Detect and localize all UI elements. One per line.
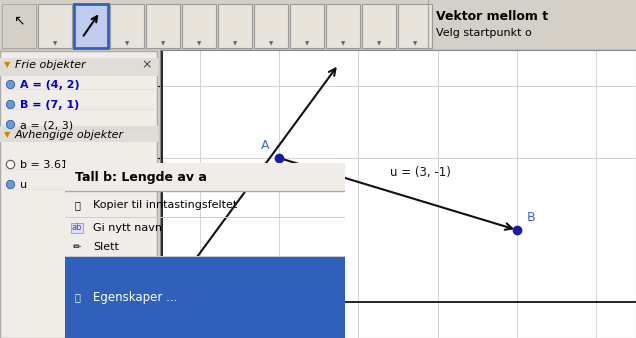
Bar (74, 4, 108, 48)
Text: 📋: 📋 (74, 200, 80, 210)
Text: ×: × (141, 58, 152, 71)
Text: ▼: ▼ (233, 42, 237, 47)
Bar (254, 4, 288, 48)
Text: Kopier til inntastingsfeltet: Kopier til inntastingsfeltet (93, 200, 237, 210)
Text: ▼: ▼ (161, 42, 165, 47)
Text: ▼: ▼ (53, 42, 57, 47)
Bar (0, 58, 158, 76)
Text: a = (2, 3): a = (2, 3) (20, 120, 73, 130)
Text: b = 3.61: b = 3.61 (20, 160, 68, 170)
Text: Avhengige objekter: Avhengige objekter (15, 130, 124, 140)
Text: 🖼: 🖼 (74, 292, 80, 303)
Text: ab: ab (72, 223, 82, 233)
Bar (290, 4, 324, 48)
Text: ▼: ▼ (4, 60, 11, 69)
Bar (218, 4, 252, 48)
Text: Slett: Slett (93, 242, 119, 252)
Text: A = (4, 2): A = (4, 2) (20, 80, 80, 90)
Text: ▼: ▼ (413, 42, 417, 47)
Bar (362, 4, 396, 48)
Text: a = (2, 3): a = (2, 3) (228, 177, 284, 190)
Text: Egenskaper ...: Egenskaper ... (93, 291, 177, 304)
Bar (398, 4, 432, 48)
Text: ▼: ▼ (377, 42, 381, 47)
Text: ↖: ↖ (13, 13, 25, 27)
Text: Vektor mellom t: Vektor mellom t (436, 10, 548, 23)
Bar (326, 4, 360, 48)
Text: ▼: ▼ (197, 42, 201, 47)
Text: Gi nytt navn: Gi nytt navn (93, 223, 162, 233)
Bar (65, 256, 345, 338)
Text: u: u (20, 180, 27, 190)
Text: u = (3, -1): u = (3, -1) (390, 166, 451, 179)
Bar (110, 4, 144, 48)
Text: Frie objekter: Frie objekter (15, 60, 86, 70)
Text: ▼: ▼ (269, 42, 273, 47)
Text: ▼: ▼ (125, 42, 129, 47)
Bar (0, 126, 158, 142)
Text: A: A (261, 139, 270, 152)
Text: ▼: ▼ (341, 42, 345, 47)
Bar (182, 4, 216, 48)
Text: Tall b: Lengde av a: Tall b: Lengde av a (75, 170, 207, 184)
Text: ✏: ✏ (73, 242, 81, 252)
Text: Velg startpunkt o: Velg startpunkt o (436, 28, 532, 38)
Text: B: B (527, 211, 535, 224)
Bar (146, 4, 180, 48)
Text: ▼: ▼ (4, 130, 11, 139)
Text: ▼: ▼ (305, 42, 309, 47)
Bar (2, 4, 36, 48)
Bar (38, 4, 72, 48)
Bar (65, 163, 345, 191)
Text: B = (7, 1): B = (7, 1) (20, 100, 80, 110)
